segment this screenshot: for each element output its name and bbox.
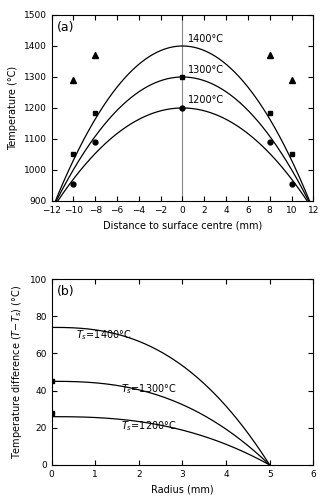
- Text: $T_s$=1300°C: $T_s$=1300°C: [121, 382, 177, 396]
- X-axis label: Radius (mm): Radius (mm): [151, 484, 214, 494]
- Text: 1200°C: 1200°C: [188, 96, 224, 106]
- Text: 1300°C: 1300°C: [188, 64, 224, 74]
- Y-axis label: Temperature (°C): Temperature (°C): [8, 66, 18, 150]
- X-axis label: Distance to surface centre (mm): Distance to surface centre (mm): [103, 220, 262, 230]
- Text: $T_s$=1200°C: $T_s$=1200°C: [121, 420, 177, 434]
- Text: $T_s$=1400°C: $T_s$=1400°C: [76, 328, 131, 342]
- Text: 1400°C: 1400°C: [188, 34, 224, 43]
- Y-axis label: Temperature difference ($T$$-$$T_s$) (°C): Temperature difference ($T$$-$$T_s$) (°C…: [10, 285, 24, 459]
- Text: (b): (b): [57, 284, 75, 298]
- Text: (a): (a): [57, 20, 74, 34]
